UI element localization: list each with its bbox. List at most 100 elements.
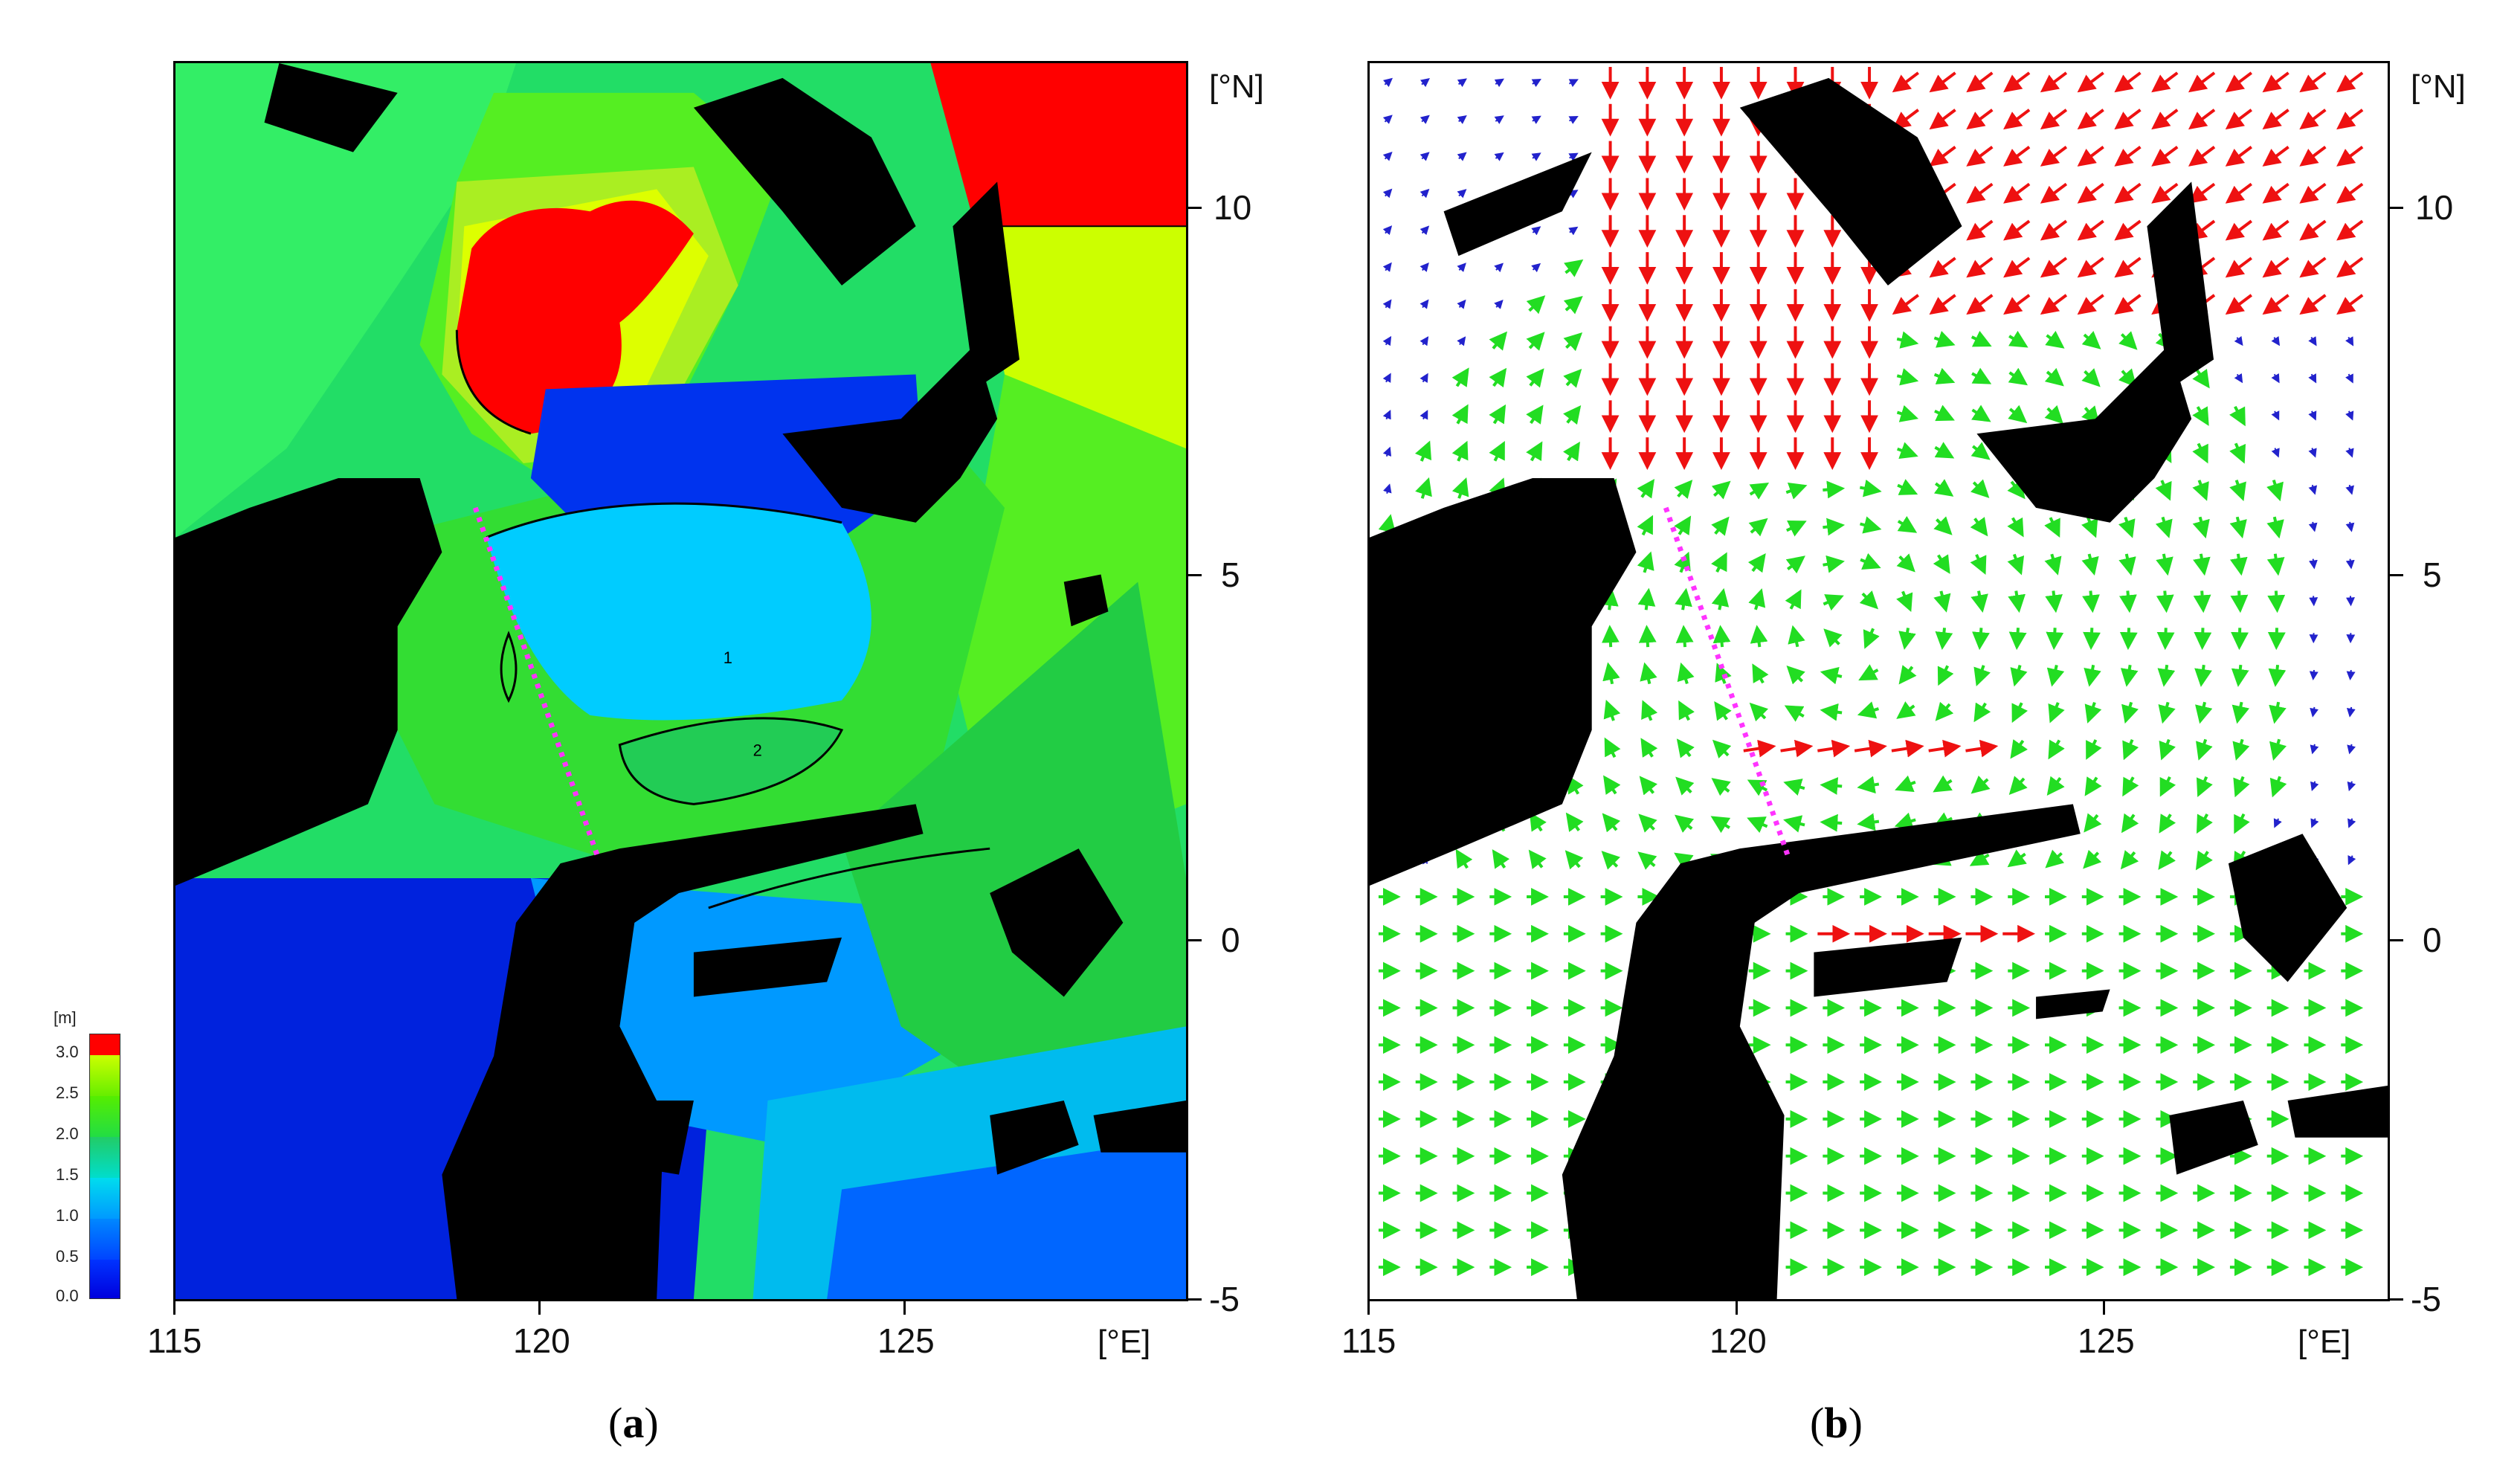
palawan-north-land [264,63,398,152]
current-arrow [1526,441,1543,462]
current-arrow [2010,739,2028,759]
current-arrow [2077,109,2104,130]
contour-line-small [500,631,518,703]
current-arrow [1966,219,1994,241]
current-arrow [1565,812,1584,832]
current-arrow [2308,521,2318,532]
current-arrow [1970,553,1987,575]
contour-line-2 [618,717,844,805]
current-arrow [1966,71,1994,93]
current-arrow [2083,849,2102,869]
colorbar-segment [90,1178,120,1219]
sulawesi-land [1562,804,2081,1299]
current-arrow [2336,145,2364,167]
current-arrow [2114,109,2142,130]
lon-tick-mark [1736,1301,1738,1315]
current-arrow [1526,368,1544,388]
current-arrow [1897,479,1918,495]
current-arrow [1896,701,1916,719]
current-arrow [1898,628,1916,650]
current-arrow [1857,813,1880,831]
colorbar-label: 2.5 [56,1083,79,1102]
current-arrow [2007,849,2027,868]
current-arrow [2308,373,2317,384]
current-arrow [1638,625,1657,648]
lon-tick-label: 120 [513,1321,570,1360]
current-arrow [1494,152,1504,161]
current-arrow [2122,776,2139,797]
current-arrow [1451,404,1469,425]
current-arrow [1817,739,1851,758]
current-arrow [2159,738,2176,761]
samar-land [953,181,1019,390]
current-arrow [2196,776,2213,797]
current-arrow [1748,518,1768,537]
current-arrow [2229,442,2246,464]
current-arrow [1715,663,1732,684]
current-arrow [2156,590,2174,613]
contour-label-1: 1 [724,648,732,667]
current-arrow [2003,294,2031,315]
current-arrow [1455,848,1473,869]
current-arrow [2188,145,2216,167]
current-arrow [1783,815,1805,833]
colorbar-label: 0.0 [56,1286,79,1305]
current-arrow [1451,477,1469,499]
current-arrow [2269,776,2287,798]
current-arrow [2310,781,2319,792]
current-arrow [1929,71,1956,93]
current-arrow [2044,553,2062,576]
current-arrow [2308,410,2317,421]
current-arrow [2196,738,2213,761]
colorbar-segment [90,1034,120,1055]
lat-tick-mark [2390,939,2403,941]
lat-tick-mark [2390,1298,2403,1301]
current-arrow [2262,182,2289,204]
lon-tick-label: 125 [877,1321,935,1360]
contour-line-1 [486,502,842,539]
current-arrow [1457,189,1467,199]
lon-tick-mark [1367,1301,1370,1315]
current-arrow [1382,410,1391,420]
south-china-sea-region [175,63,516,538]
current-arrow [2040,71,2068,93]
current-arrow [1860,552,1881,570]
current-arrow [1526,405,1544,425]
current-arrow [2003,182,2031,204]
current-arrow [1419,299,1429,309]
current-arrow [1531,152,1541,161]
current-arrow [2225,145,2252,167]
current-arrow [1563,405,1582,425]
current-arrow [2084,776,2102,796]
current-arrow [2151,109,2179,130]
current-arrow [1637,851,1657,870]
current-arrow [2010,665,2028,687]
current-arrow [2044,367,2064,387]
current-arrow [1451,440,1469,462]
banda-low-region [827,1137,1186,1299]
current-arrow [1568,152,1579,161]
lon-tick-mark [2103,1301,2105,1315]
current-arrow [2151,145,2179,167]
map-a-frame: 1 2 [173,61,1188,1301]
current-arrow [2347,744,2356,755]
talaud-land [1063,574,1109,627]
colorbar-label: 2.0 [56,1124,79,1143]
current-arrow [2188,182,2216,204]
current-arrow [1896,405,1919,422]
lon-unit-label: [°E] [1098,1324,1151,1360]
colorbar-label: 1.5 [56,1165,79,1184]
current-arrow [2234,813,2250,834]
lat-tick-mark [2390,574,2403,576]
current-arrow [2048,702,2065,724]
current-arrow [2151,71,2179,93]
current-arrow [2114,257,2142,278]
current-arrow [1929,145,1956,167]
lon-tick-label: 115 [1341,1321,1396,1360]
current-arrow [1563,295,1583,315]
current-arrow [1637,587,1656,610]
current-arrow [1602,662,1620,685]
lat-tick-label: 0 [2423,921,2442,959]
current-arrow [1637,515,1654,536]
current-arrow [2299,182,2327,204]
